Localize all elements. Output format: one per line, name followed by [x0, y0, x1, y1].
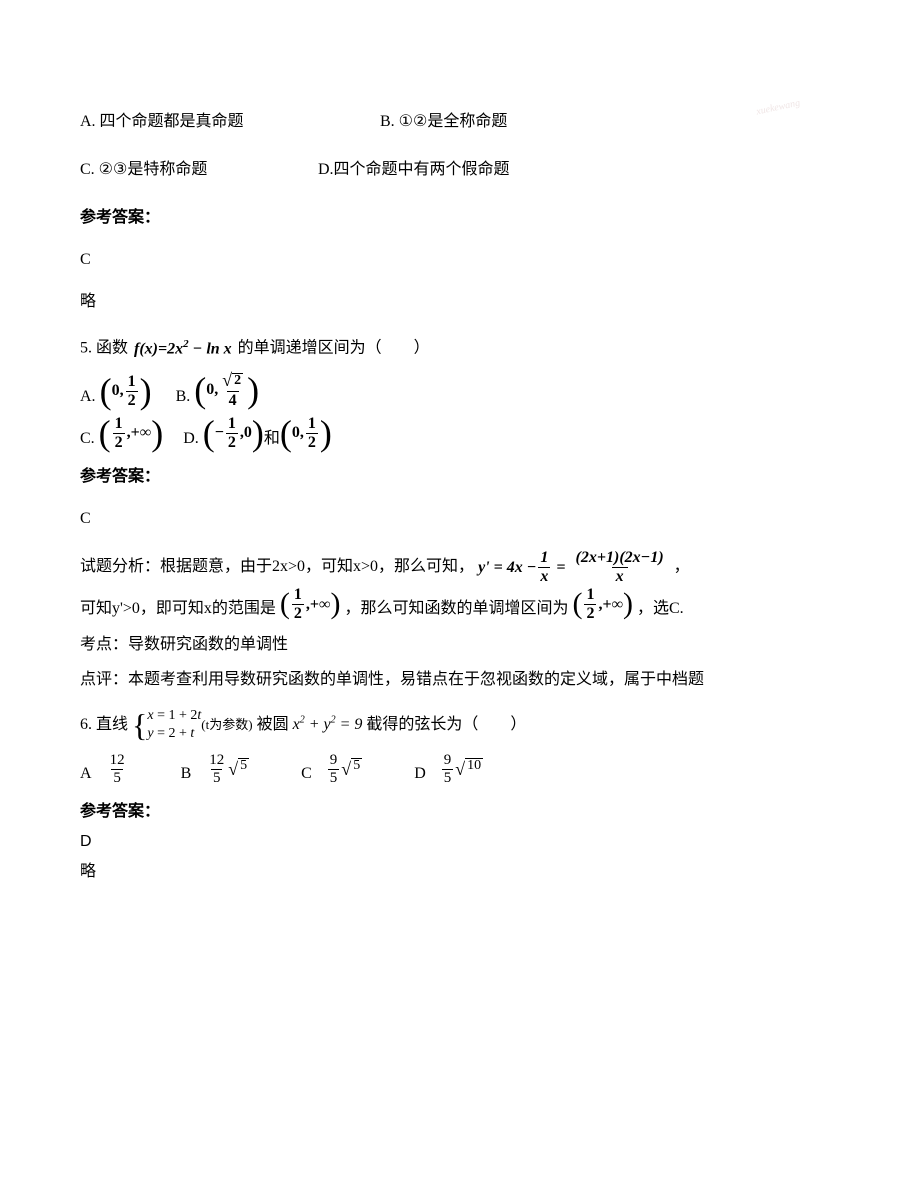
q6-c-tag: C: [301, 762, 312, 786]
q5-r1r: +∞: [310, 587, 331, 622]
q5-ana-2c: ，选C.: [637, 600, 684, 617]
q6-suffix: 截得的弦长为（ ）: [366, 716, 526, 733]
q5-b-left: 0: [206, 378, 214, 402]
q6-options: A 125 B 125 √5 C 95 √5 D 95 √10: [80, 753, 840, 786]
q6-d-num: 9: [442, 753, 454, 769]
q6-a-num: 12: [108, 753, 127, 769]
q6-c-den: 5: [328, 769, 340, 786]
q6-b-den: 5: [211, 769, 223, 786]
q5-r1d: 2: [292, 604, 304, 622]
q4-opt-c: C. ②③是特称命题: [80, 158, 318, 182]
q5-deq: =: [552, 550, 569, 585]
q6-d-den: 5: [442, 769, 454, 786]
q5-opt-a-expr: ( 0, 12 ): [100, 373, 152, 409]
q6-answer-label: 参考答案：: [80, 800, 840, 824]
q5-c-num: 1: [113, 416, 125, 433]
q5-ana-2b: ，那么可知函数的单调增区间为: [344, 600, 568, 617]
q5-df1d: x: [538, 567, 550, 585]
q5-ana-2a: 可知y'>0，即可知x的范围是: [80, 600, 276, 617]
q5-suffix: 的单调递增区间为（ ）: [238, 339, 430, 356]
q5-ana-3: 考点：导数研究函数的单调性: [80, 636, 288, 653]
q5-opt-b-expr: ( 0, √24 ): [194, 371, 259, 409]
q5-options: A. ( 0, 12 ) B. ( 0, √24 ) C. ( 12 ,+∞ )…: [80, 371, 840, 451]
q6-system: { x = 1 + 2t y = 2 + t (t为参数): [132, 707, 253, 743]
q5-opt-d1-expr: ( − 12 ,0 ): [203, 415, 264, 451]
q6-answer: D: [80, 830, 840, 854]
q5-prefix: 5. 函数: [80, 339, 128, 356]
q5-r2n: 1: [584, 587, 596, 604]
q5-d-join: 和: [264, 427, 280, 451]
q6-b-num: 12: [207, 753, 226, 769]
q5-d2-left: 0: [292, 421, 300, 445]
q5-d1-num: 1: [226, 416, 238, 433]
q5-stem: 5. 函数 f(x)=2x2 − ln x 的单调递增区间为（ ）: [80, 336, 840, 361]
q5-answer-label: 参考答案：: [80, 465, 840, 489]
q4-options-row2: C. ②③是特称命题 D.四个命题中有两个假命题: [80, 158, 840, 182]
q4-opt-b: B. ①②是全称命题: [380, 110, 507, 134]
q6-b-sqrt: 5: [238, 758, 249, 773]
q5-opt-d2-expr: ( 0, 12 ): [280, 415, 332, 451]
q6-d-sqrt: 10: [465, 758, 483, 773]
q6-d-tag: D: [414, 762, 426, 786]
q5-d2-den: 2: [306, 433, 318, 451]
q5-d2-num: 1: [306, 416, 318, 433]
q4-answer: C: [80, 248, 840, 272]
q6-c-sqrt: 5: [351, 758, 362, 773]
q5-a-den: 2: [126, 391, 138, 409]
q5-opt-d-tag: D.: [183, 427, 199, 451]
q5-answer: C: [80, 507, 840, 531]
q5-opt-a-tag: A.: [80, 385, 96, 409]
q5-opt-b-tag: B.: [176, 385, 191, 409]
q4-options-row1: A. 四个命题都是真命题 B. ①②是全称命题: [80, 110, 840, 134]
q5-analysis: 试题分析：根据题意，由于2x>0，可知x>0，那么可知， y' = 4x − 1…: [80, 549, 840, 697]
q5-c-den: 2: [113, 433, 125, 451]
q4-answer-label: 参考答案：: [80, 206, 840, 230]
q6-prefix: 6. 直线: [80, 716, 128, 733]
q5-ana-1a: 试题分析：根据题意，由于2x>0，可知x>0，那么可知，: [80, 559, 474, 576]
q5-d1-neg: −: [215, 421, 224, 445]
q5-a-left: 0: [112, 379, 120, 403]
q6-a-tag: A: [80, 762, 92, 786]
q5-a-num: 1: [126, 374, 138, 391]
q5-r2r: +∞: [602, 587, 623, 622]
q5-range1: ( 12 ,+∞ ): [280, 586, 341, 622]
q6-stem: 6. 直线 { x = 1 + 2t y = 2 + t (t为参数) 被圆 x…: [80, 707, 840, 743]
q5-df2d: x: [612, 567, 628, 586]
q5-deriv: y' = 4x − 1x = (2x+1)(2x−1)x: [478, 549, 670, 586]
q6-a-den: 5: [111, 769, 123, 786]
q6-mid: 被圆: [257, 716, 289, 733]
q5-opt-c-tag: C.: [80, 427, 95, 451]
q5-func: f(x)=2x2 − ln x: [132, 336, 234, 361]
q4-detail: 略: [80, 290, 840, 314]
q5-opt-c-expr: ( 12 ,+∞ ): [99, 415, 164, 451]
q6-c-num: 9: [328, 753, 340, 769]
q5-df2n: (2x+1)(2x−1): [572, 549, 668, 567]
q4-opt-d: D.四个命题中有两个假命题: [318, 158, 510, 182]
q5-d1-den: 2: [226, 433, 238, 451]
q6-detail: 略: [80, 860, 840, 884]
q5-df1n: 1: [538, 550, 550, 567]
q5-r2d: 2: [584, 604, 596, 622]
q4-opt-a: A. 四个命题都是真命题: [80, 110, 380, 134]
q5-ana-4: 点评：本题考查利用导数研究函数的单调性，易错点在于忽视函数的定义域，属于中档题: [80, 671, 704, 688]
q5-c-right: +∞: [131, 421, 152, 445]
q6-note: (t为参数): [201, 715, 252, 735]
q6-circle: x2 + y2 = 9: [293, 716, 363, 733]
q6-b-tag: B: [181, 762, 192, 786]
q5-ana-1b: ，: [674, 559, 690, 576]
q5-r1n: 1: [292, 587, 304, 604]
q5-d1-right: 0: [244, 421, 252, 445]
q5-range2: ( 12 ,+∞ ): [572, 586, 633, 622]
q5-b-den: 4: [227, 391, 239, 409]
